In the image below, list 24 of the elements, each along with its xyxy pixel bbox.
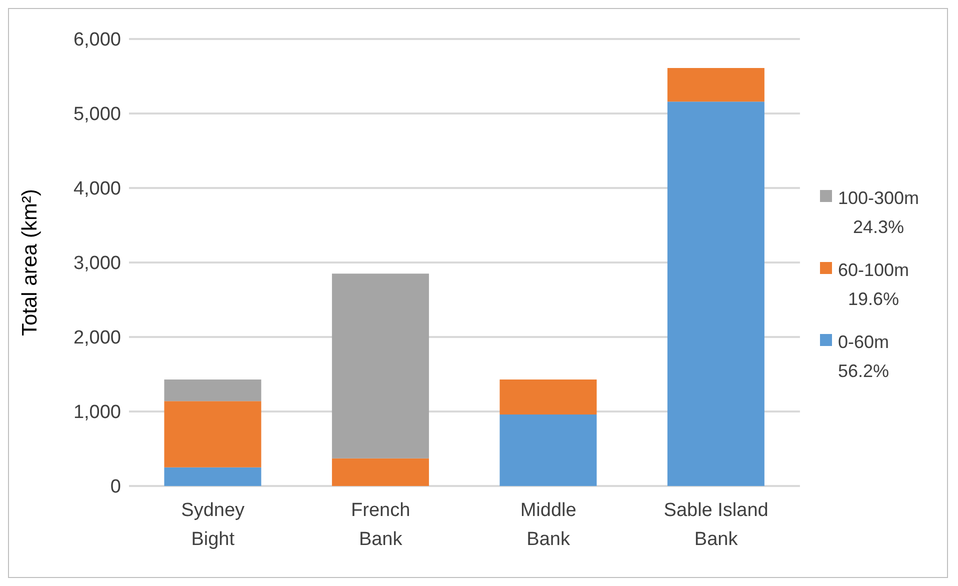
y-tick-label: 1,000: [73, 402, 121, 424]
legend-label: 0-60m 56.2%: [838, 330, 889, 382]
y-tick-label: 0: [110, 476, 121, 498]
bar: [164, 467, 262, 486]
y-tick-label: 2,000: [73, 328, 121, 349]
bar: [332, 458, 429, 486]
bar: [164, 401, 262, 468]
x-tick-label: Sable Island Bank: [664, 500, 768, 550]
bar: [332, 274, 429, 458]
bar: [500, 414, 597, 486]
y-tick-label: 5,000: [73, 104, 121, 126]
bar: [164, 379, 262, 402]
y-tick-label: 6,000: [73, 30, 121, 51]
bar: [667, 102, 764, 486]
legend-label: 100-300m 24.3%: [838, 186, 919, 238]
legend-label: 60-100m 19.6%: [838, 258, 909, 310]
y-axis-title: Total area (km²): [18, 188, 42, 336]
x-tick-label: Middle Bank: [520, 500, 576, 550]
x-tick-label: French Bank: [351, 500, 410, 550]
y-tick-label: 3,000: [73, 253, 121, 274]
x-tick-label: Sydney Bight: [181, 500, 246, 550]
bar: [667, 68, 764, 102]
y-tick-label: 4,000: [73, 178, 121, 200]
bar: [500, 379, 597, 414]
